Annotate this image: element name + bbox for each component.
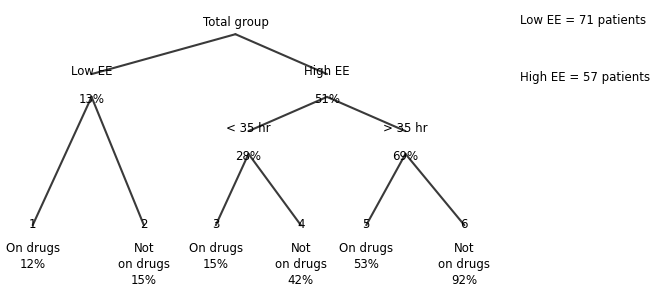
Text: 4: 4	[297, 218, 305, 231]
Text: Not
on drugs
42%: Not on drugs 42%	[275, 242, 327, 285]
Text: 3: 3	[212, 218, 220, 231]
Text: On drugs
53%: On drugs 53%	[339, 242, 393, 271]
Text: > 35 hr: > 35 hr	[383, 122, 428, 135]
Text: 5: 5	[362, 218, 370, 231]
Text: On drugs
15%: On drugs 15%	[189, 242, 243, 271]
Text: High EE: High EE	[304, 65, 350, 78]
Text: Low EE: Low EE	[71, 65, 112, 78]
Text: 13%: 13%	[78, 93, 105, 106]
Text: On drugs
12%: On drugs 12%	[6, 242, 60, 271]
Text: 1: 1	[29, 218, 37, 231]
Text: Not
on drugs
15%: Not on drugs 15%	[118, 242, 170, 285]
Text: Total group: Total group	[203, 16, 268, 29]
Text: Not
on drugs
92%: Not on drugs 92%	[438, 242, 490, 285]
Text: 6: 6	[460, 218, 468, 231]
Text: Low EE = 71 patients: Low EE = 71 patients	[520, 14, 646, 27]
Text: 69%: 69%	[392, 150, 419, 163]
Text: < 35 hr: < 35 hr	[226, 122, 271, 135]
Text: 28%: 28%	[235, 150, 262, 163]
Text: 51%: 51%	[314, 93, 340, 106]
Text: High EE = 57 patients: High EE = 57 patients	[520, 71, 650, 84]
Text: 2: 2	[140, 218, 148, 231]
